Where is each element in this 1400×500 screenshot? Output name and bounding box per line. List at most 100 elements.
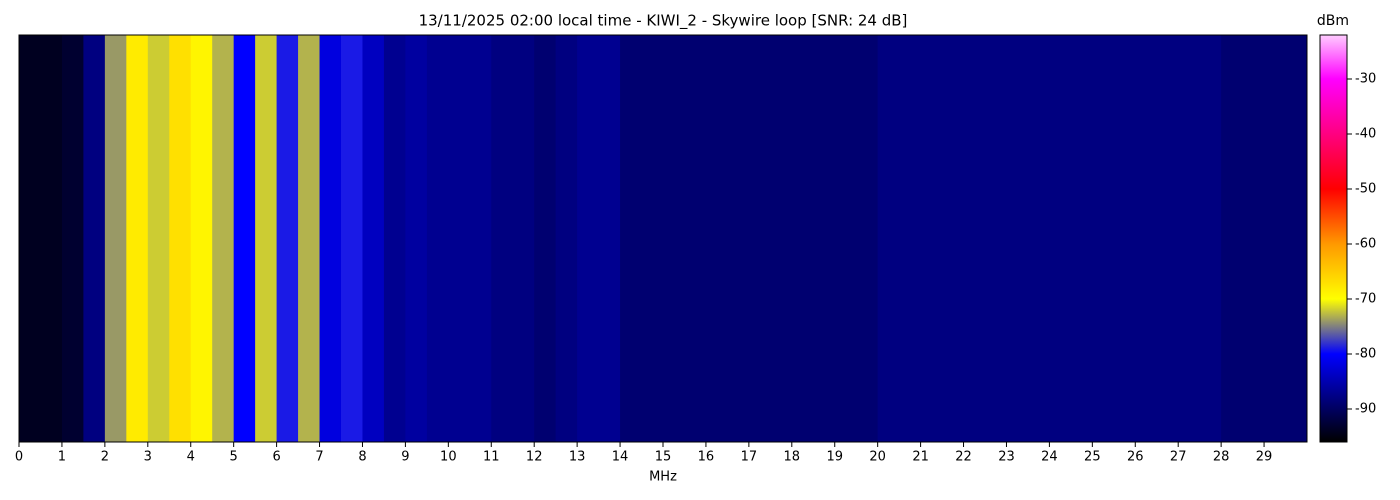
spectrum-band — [1070, 35, 1093, 442]
spectrum-band — [813, 35, 836, 442]
x-tick-label: 0 — [15, 450, 23, 465]
spectrum-band — [899, 35, 922, 442]
spectrum-band — [83, 35, 106, 442]
spectrum-band — [663, 35, 685, 442]
spectrum-band — [1285, 35, 1308, 442]
x-tick-label: 13 — [569, 450, 586, 465]
x-tick-label: 15 — [655, 450, 672, 465]
x-tick-label: 8 — [358, 450, 366, 465]
x-tick-label: 17 — [741, 450, 758, 465]
spectrum-band — [362, 35, 385, 442]
spectrum-band — [1049, 35, 1072, 442]
x-axis-label: MHz — [649, 470, 677, 485]
x-tick-label: 5 — [230, 450, 238, 465]
colorbar-tick-label: -60 — [1355, 237, 1376, 252]
colorbar-tick-label: -40 — [1355, 127, 1376, 142]
x-tick-label: 22 — [955, 450, 972, 465]
spectrum-band — [770, 35, 793, 442]
x-tick-label: 4 — [187, 450, 195, 465]
x-tick-label: 7 — [315, 450, 323, 465]
spectrum-band — [1113, 35, 1136, 442]
colorbar-tick-label: -30 — [1355, 72, 1376, 87]
x-tick-label: 29 — [1256, 450, 1273, 465]
colorbar — [1319, 34, 1348, 443]
colorbar-label: dBm — [1317, 13, 1349, 29]
x-tick-label: 21 — [912, 450, 929, 465]
spectrum-band — [1027, 35, 1050, 442]
x-tick-label: 12 — [526, 450, 543, 465]
spectrum-band — [641, 35, 664, 442]
spectrum-band — [1178, 35, 1201, 442]
spectrum-band — [212, 35, 235, 442]
spectrum-band — [877, 35, 900, 442]
x-tick-label: 10 — [440, 450, 457, 465]
spectrum-band — [104, 35, 127, 442]
spectrum-band — [19, 35, 41, 442]
x-tick-label: 3 — [144, 450, 152, 465]
spectrum-band — [1242, 35, 1265, 442]
spectrum-band — [147, 35, 170, 442]
x-tick-label: 18 — [784, 450, 801, 465]
x-tick-label: 6 — [272, 450, 280, 465]
x-tick-label: 20 — [869, 450, 886, 465]
colorbar-tick-label: -90 — [1355, 402, 1376, 417]
colorbar-tick-label: -80 — [1355, 347, 1376, 362]
x-tick-label: 16 — [698, 450, 715, 465]
spectrum-band — [577, 35, 600, 442]
spectrum-band — [1092, 35, 1115, 442]
spectrum-band — [169, 35, 192, 442]
spectrum-band — [727, 35, 750, 442]
spectrum-band — [598, 35, 621, 442]
spectrum-band — [856, 35, 879, 442]
x-tick-label: 9 — [401, 450, 409, 465]
spectrum-band — [233, 35, 256, 442]
spectrum-band — [1006, 35, 1029, 442]
spectrum-band — [276, 35, 299, 442]
spectrum-band — [684, 35, 707, 442]
spectrum-band — [555, 35, 578, 442]
spectrum-band — [1135, 35, 1158, 442]
x-tick-label: 24 — [1041, 450, 1058, 465]
spectrum-band — [61, 35, 84, 442]
x-tick-label: 28 — [1213, 450, 1230, 465]
x-tick-label: 23 — [998, 450, 1015, 465]
spectrum-band — [126, 35, 149, 442]
colorbar-tick-label: -50 — [1355, 182, 1376, 197]
spectrum-band — [383, 35, 406, 442]
spectrum-band — [40, 35, 63, 442]
spectrum-band — [448, 35, 471, 442]
spectrum-band — [963, 35, 986, 442]
x-tick-label: 14 — [612, 450, 629, 465]
spectrum-band — [298, 35, 321, 442]
chart-title: 13/11/2025 02:00 local time - KIWI_2 - S… — [419, 12, 908, 31]
spectrum-band — [491, 35, 514, 442]
spectrum-band — [920, 35, 943, 442]
x-tick-label: 2 — [101, 450, 109, 465]
spectrum-band — [1221, 35, 1244, 442]
spectrum-band — [534, 35, 557, 442]
spectrum-band — [834, 35, 857, 442]
x-tick-label: 11 — [483, 450, 500, 465]
spectrum-band — [1199, 35, 1222, 442]
x-tick-label: 27 — [1170, 450, 1187, 465]
spectrum-band — [469, 35, 492, 442]
colorbar-tick-label: -70 — [1355, 292, 1376, 307]
spectrum-band — [1156, 35, 1179, 442]
spectrum-band — [341, 35, 363, 442]
spectrum-band — [620, 35, 643, 442]
spectrum-band — [1264, 35, 1287, 442]
spectrum-band — [705, 35, 728, 442]
spectrum-band — [190, 35, 213, 442]
spectrum-band — [985, 35, 1007, 442]
spectrum-band — [255, 35, 278, 442]
spectrum-band — [405, 35, 428, 442]
spectrum-band — [426, 35, 449, 442]
spectrum-band — [512, 35, 535, 442]
x-tick-label: 19 — [826, 450, 843, 465]
x-tick-label: 25 — [1084, 450, 1101, 465]
spectrum-band — [942, 35, 965, 442]
spectrum-band — [748, 35, 771, 442]
spectrum-band — [791, 35, 814, 442]
spectrum-band — [319, 35, 342, 442]
